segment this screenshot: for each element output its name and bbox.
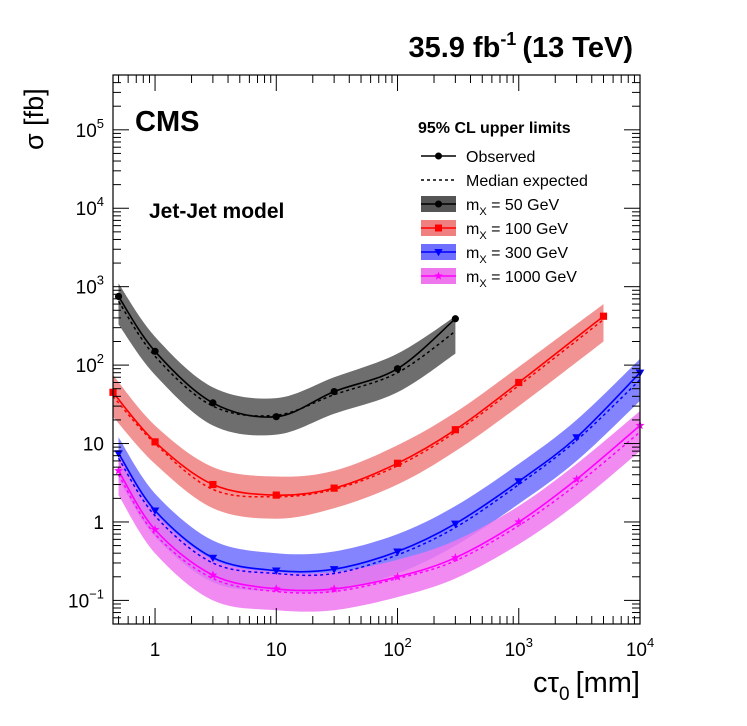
legend-expected-label: Median expected	[466, 173, 588, 190]
series-3-observed-point	[450, 553, 460, 562]
series-1-observed-point	[330, 484, 338, 492]
x-tick-label: 1	[150, 640, 161, 661]
series-3-observed-point	[393, 572, 402, 581]
y-axis-ticks: 10−1 1 10 102 103 104 105	[68, 74, 640, 625]
series-1-observed-point	[393, 459, 402, 467]
series-3-observed-point	[150, 524, 160, 534]
series-3-observed-point	[572, 474, 582, 484]
legend-series-label: mX = 1000 GeV	[466, 269, 577, 290]
cms-label: CMS	[135, 106, 199, 138]
legend-series-entry: mX = 100 GeV	[421, 220, 568, 242]
series-1-observed-point	[515, 378, 523, 387]
y-tick-label: 103	[76, 273, 104, 299]
legend-series-label: mX = 50 GeV	[466, 197, 559, 218]
x-tick-label: 104	[626, 635, 654, 661]
x-tick-label: 102	[383, 635, 411, 661]
series-3-observed-point	[208, 570, 218, 579]
x-axis-ticks: 1 10 102 103 104	[118, 75, 654, 661]
series-2-band	[118, 358, 640, 594]
series-1-observed-point	[599, 312, 608, 320]
y-axis-label: σ [fb]	[19, 88, 49, 150]
legend-expected-entry: Median expected	[421, 173, 588, 190]
legend-series-label: mX = 100 GeV	[466, 221, 568, 242]
series-1-observed-point	[272, 491, 280, 499]
legend-series-marker	[435, 200, 442, 208]
series-2-observed-point	[451, 520, 460, 529]
series-3-observed-point	[329, 584, 339, 593]
series-2-observed-point	[329, 566, 339, 574]
series-1-band	[113, 304, 604, 519]
series-0-observed-point	[393, 365, 402, 373]
x-axis-label: cτ0 [mm]	[533, 667, 640, 705]
series-2-observed-point	[114, 450, 123, 458]
x-tick-label: 103	[505, 635, 533, 661]
legend-series-marker	[434, 271, 443, 280]
y-tick-label: 10	[83, 435, 104, 456]
series-0-observed-point	[330, 387, 338, 396]
series-0-observed-point	[272, 413, 280, 421]
series-2-observed-point	[208, 554, 218, 563]
legend: 95% CL upper limits Observed Median expe…	[418, 120, 588, 290]
series-2-observed-point	[514, 478, 524, 486]
legend-observed-marker	[435, 152, 442, 160]
legend-observed-entry: Observed	[421, 149, 535, 166]
series-3-observed-point	[114, 466, 123, 475]
model-label: Jet-Jet model	[149, 200, 284, 223]
y-tick-label: 105	[76, 116, 104, 142]
legend-series-marker	[435, 224, 442, 232]
legend-series-entry: mX = 300 GeV	[421, 244, 568, 266]
legend-series-marker	[434, 249, 443, 257]
series-0-expected-line	[117, 300, 456, 417]
y-tick-label: 10−1	[68, 586, 104, 612]
lumi-header: 35.9 fb-1 (13 TeV)	[408, 29, 633, 64]
series-2-observed-point	[150, 507, 160, 515]
series-1-observed-point	[151, 438, 159, 446]
series-3-observed-line	[117, 424, 641, 592]
series-3-observed-point	[514, 517, 524, 526]
legend-series-label: mX = 300 GeV	[466, 245, 568, 266]
y-tick-label: 1	[93, 513, 104, 534]
series-0-observed-point	[451, 315, 459, 323]
legend-series-entry: mX = 1000 GeV	[421, 268, 577, 290]
series-1-observed-point	[451, 426, 459, 434]
legend-series-entry: mX = 50 GeV	[421, 196, 559, 218]
plot-frame	[112, 74, 641, 625]
series-0-observed-point	[209, 399, 217, 407]
y-tick-label: 102	[76, 351, 104, 377]
series-2-observed-point	[271, 567, 281, 575]
x-tick-label: 10	[266, 640, 287, 661]
series-2-observed-point	[393, 548, 402, 556]
series-0-observed-point	[151, 347, 159, 355]
series-3-observed-point	[271, 584, 281, 593]
y-tick-label: 104	[76, 194, 104, 220]
series-1-observed-point	[209, 480, 217, 489]
legend-observed-label: Observed	[466, 149, 535, 166]
legend-title: 95% CL upper limits	[418, 120, 571, 137]
series-2-expected-line	[117, 379, 641, 577]
series-3-expected-line	[117, 431, 641, 594]
series-2-observed-point	[572, 434, 581, 442]
series-2-observed-line	[117, 372, 641, 573]
